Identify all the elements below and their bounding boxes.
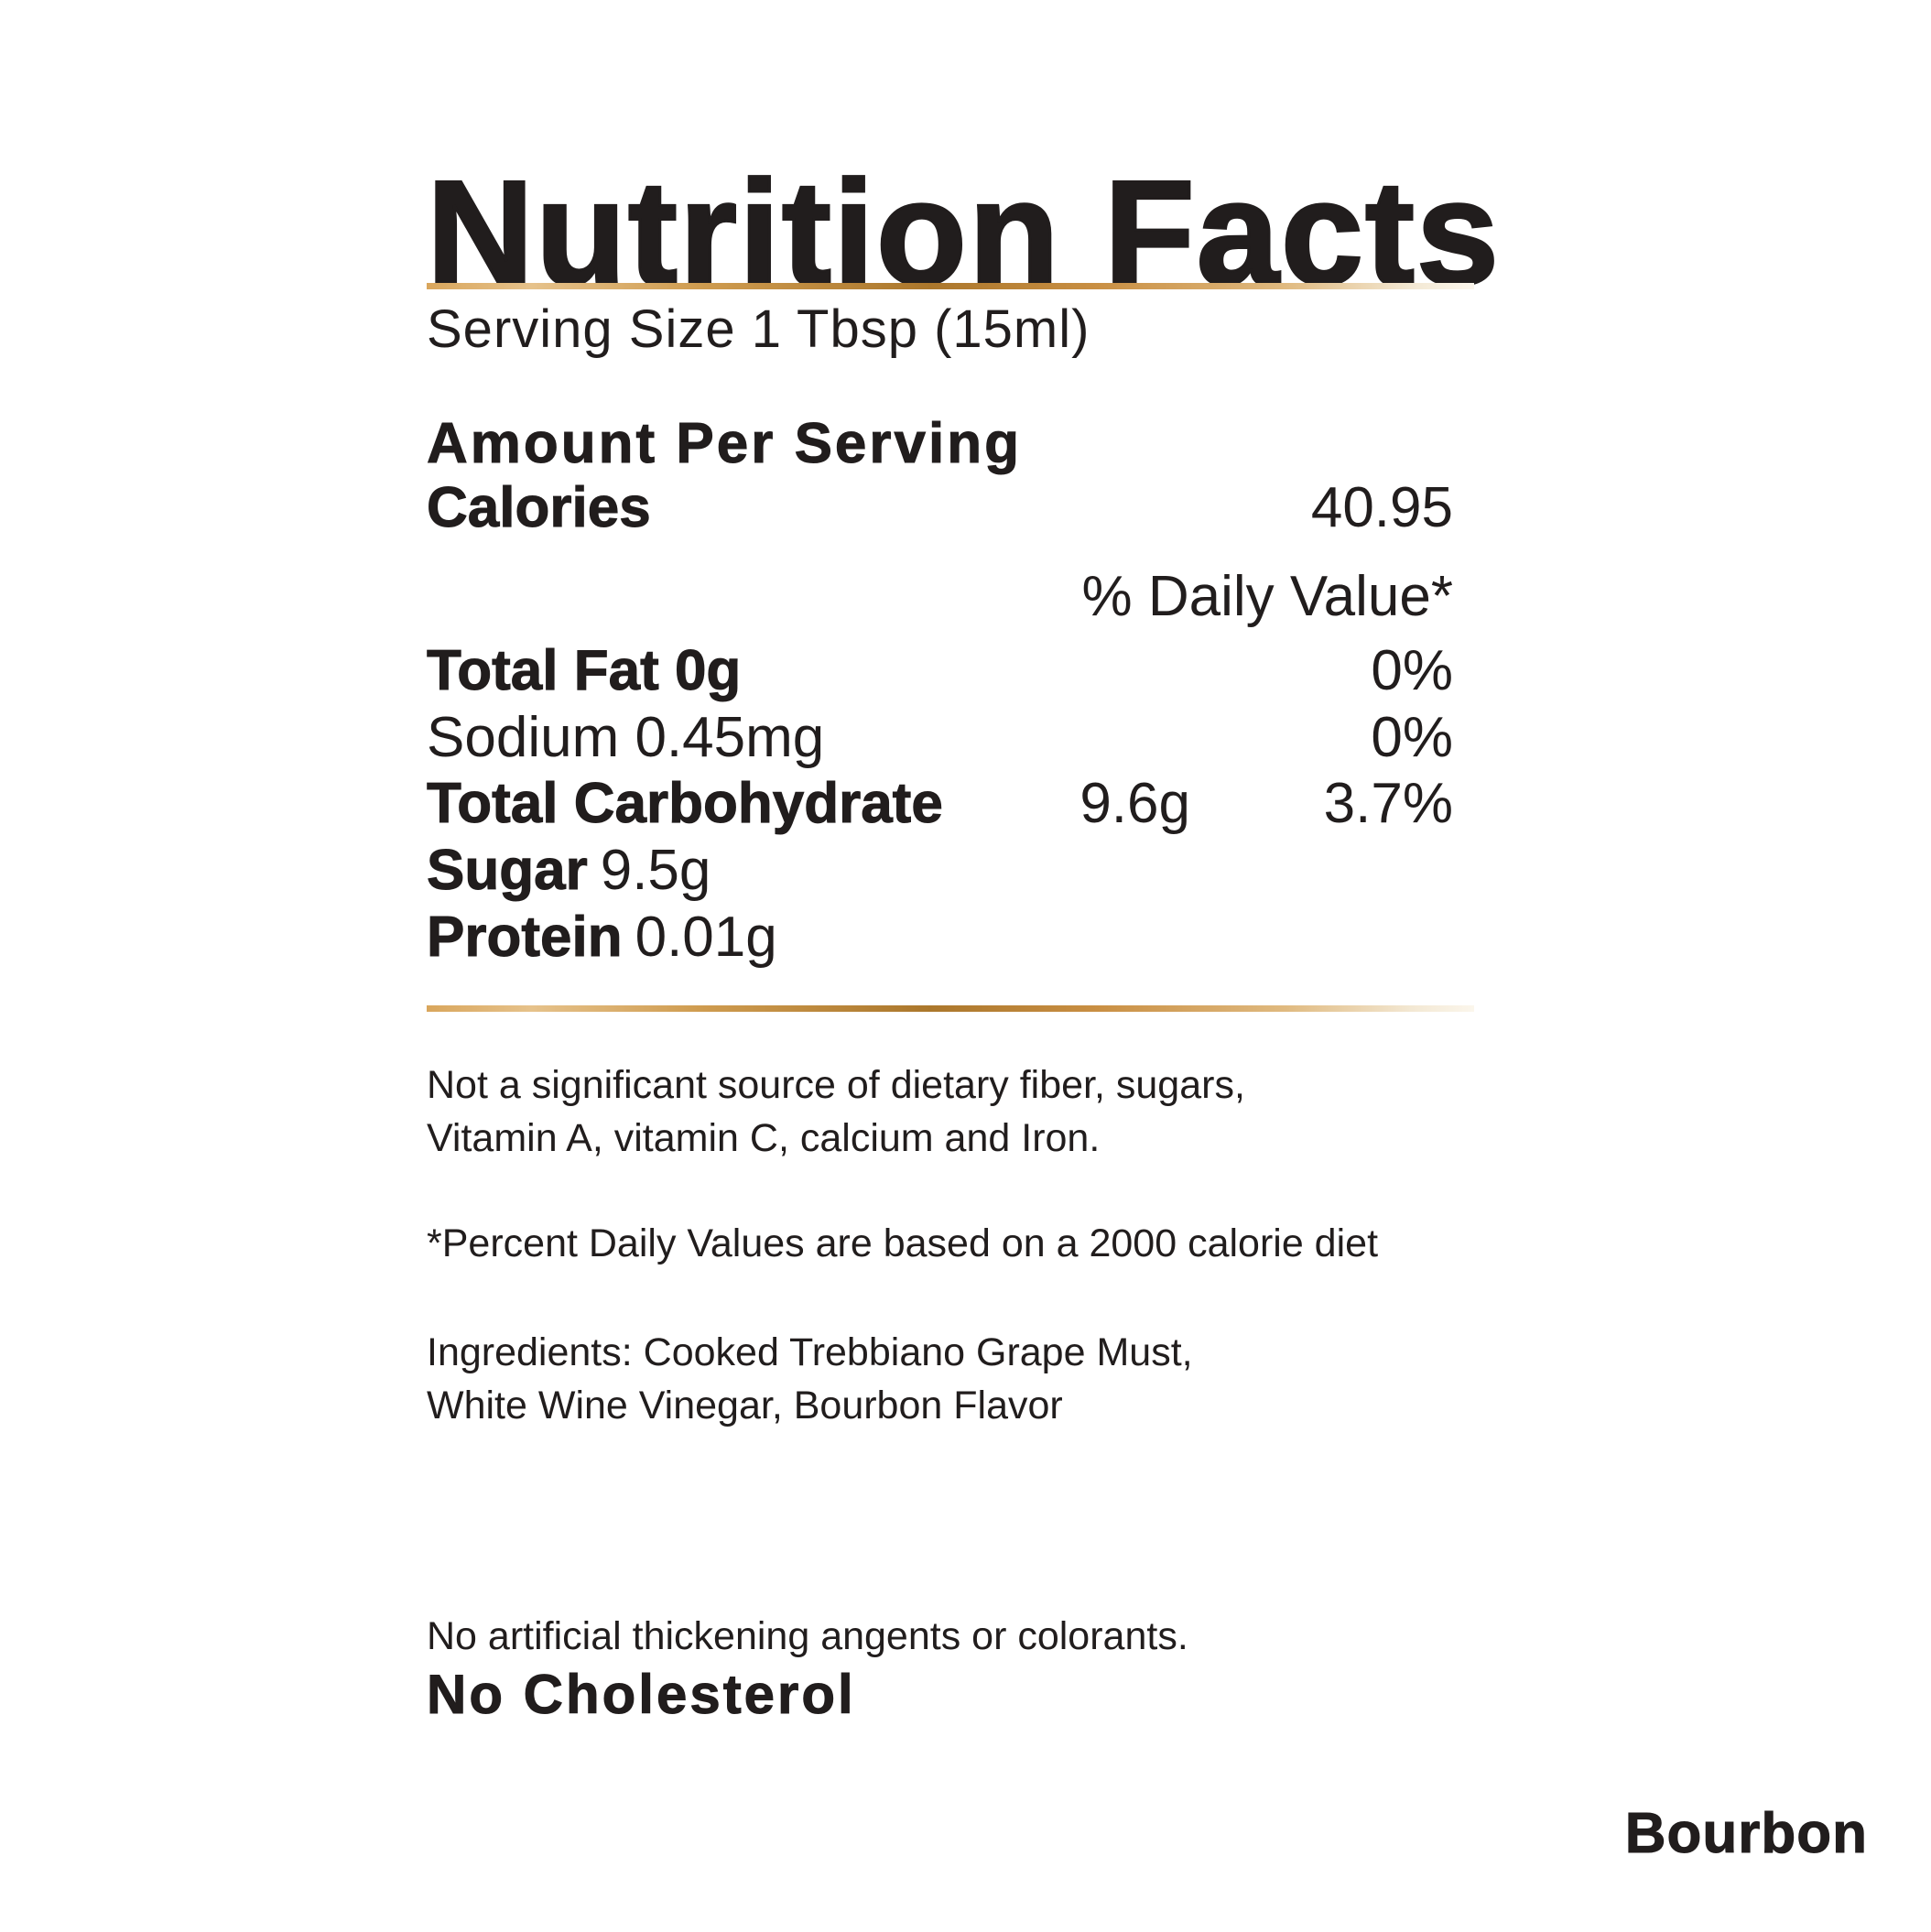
significance-note-line1: Not a significant source of dietary fibe… [427, 1063, 1245, 1107]
no-cholesterol-claim: No Cholesterol [427, 1664, 856, 1726]
sugar-value: 9.5g [600, 839, 711, 902]
daily-value-footnote: *Percent Daily Values are based on a 200… [427, 1221, 1379, 1265]
daily-value-header: % Daily Value* [1081, 565, 1453, 628]
sodium-row: Sodium 0.45mg 0% [427, 705, 1453, 771]
calories-value: 40.95 [1310, 476, 1453, 539]
gold-divider-bottom [427, 1005, 1474, 1012]
no-artificial-claim: No artificial thickening angents or colo… [427, 1614, 1188, 1658]
sodium-label: Sodium 0.45mg [427, 706, 825, 769]
total-carbohydrate-amount: 9.6g [1079, 772, 1190, 835]
amount-per-serving-heading: Amount Per Serving [427, 412, 1022, 476]
total-carbohydrate-label: Total Carbohydrate [427, 772, 944, 836]
total-carbohydrate-row: Total Carbohydrate 9.6g 3.7% [427, 771, 1454, 837]
sodium-amount [1007, 705, 1190, 771]
serving-size-text: Serving Size 1 Tbsp (15ml) [427, 299, 1090, 359]
sugar-label: Sugar [427, 839, 589, 903]
calories-amount-spacer [1007, 475, 1190, 541]
ingredients-line1: Ingredients: Cooked Trebbiano Grape Must… [427, 1330, 1193, 1374]
ingredients-text: Ingredients: Cooked Trebbiano Grape Must… [427, 1326, 1617, 1432]
protein-value: 0.01g [635, 906, 777, 969]
gold-divider-top [427, 283, 1474, 289]
flavor-name: Bourbon [1624, 1802, 1868, 1865]
sodium-percent: 0% [1371, 706, 1453, 769]
significance-note-line2: Vitamin A, vitamin C, calcium and Iron. [427, 1116, 1101, 1160]
total-fat-row: Total Fat 0g 0% [427, 638, 1454, 704]
ingredients-line2: White Wine Vinegar, Bourbon Flavor [427, 1384, 1063, 1427]
calories-row: Calories 40.95 [427, 475, 1454, 541]
total-carbohydrate-percent: 3.7% [1323, 772, 1453, 835]
protein-label: Protein [427, 906, 624, 970]
calories-label: Calories [427, 476, 652, 540]
protein-row: Protein 0.01g [427, 905, 1453, 971]
total-fat-percent: 0% [1371, 639, 1453, 702]
total-fat-amount [1007, 638, 1190, 704]
significance-note: Not a significant source of dietary fibe… [427, 1058, 1617, 1165]
sugar-row: Sugar 9.5g [427, 838, 1453, 904]
total-fat-label: Total Fat 0g [427, 639, 742, 703]
